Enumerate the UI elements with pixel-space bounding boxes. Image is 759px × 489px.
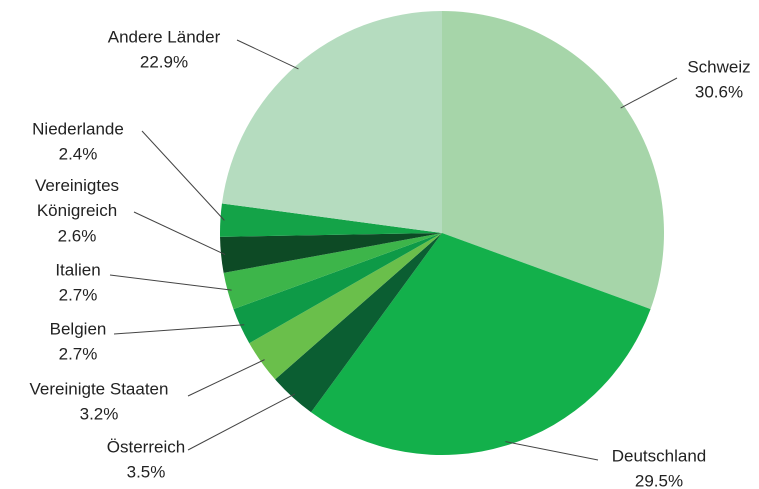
leader-line xyxy=(113,324,245,335)
slice-value-label: 2.7% xyxy=(59,344,98,363)
slice-value-label: 30.6% xyxy=(695,82,743,101)
slice-label: Niederlande xyxy=(32,119,124,138)
pie-slice xyxy=(220,203,442,237)
slice-label: Österreich xyxy=(107,437,185,456)
leader-line xyxy=(620,77,678,109)
leader-line xyxy=(236,39,299,70)
slice-label: Belgien xyxy=(50,319,107,338)
leader-line xyxy=(505,441,599,461)
slice-label: Italien xyxy=(55,260,100,279)
pie-slice xyxy=(249,233,442,380)
pie-slice xyxy=(442,11,664,310)
pie-slice xyxy=(275,233,442,413)
slice-label: Deutschland xyxy=(612,446,707,465)
slice-label: Vereinigtes Königreich xyxy=(35,176,119,220)
pie-slice xyxy=(311,233,651,455)
pie-slice xyxy=(233,233,442,344)
slice-label: Schweiz xyxy=(687,57,750,76)
leader-line xyxy=(133,211,226,255)
pie-slice xyxy=(223,233,442,310)
leader-line xyxy=(141,130,225,221)
pie-slice xyxy=(221,11,442,233)
slice-value-label: 2.7% xyxy=(59,285,98,304)
slice-value-label: 29.5% xyxy=(635,471,683,489)
slice-label: Vereinigte Staaten xyxy=(30,379,169,398)
leader-line xyxy=(187,393,296,451)
slice-label: Andere Länder xyxy=(108,27,221,46)
slice-value-label: 2.4% xyxy=(59,144,98,163)
leader-line xyxy=(109,274,232,291)
pie-slice xyxy=(220,233,442,273)
leader-line xyxy=(187,359,265,397)
slice-value-label: 2.6% xyxy=(58,226,97,245)
slice-value-label: 3.2% xyxy=(80,404,119,423)
slice-value-label: 22.9% xyxy=(140,52,188,71)
slice-value-label: 3.5% xyxy=(127,462,166,481)
